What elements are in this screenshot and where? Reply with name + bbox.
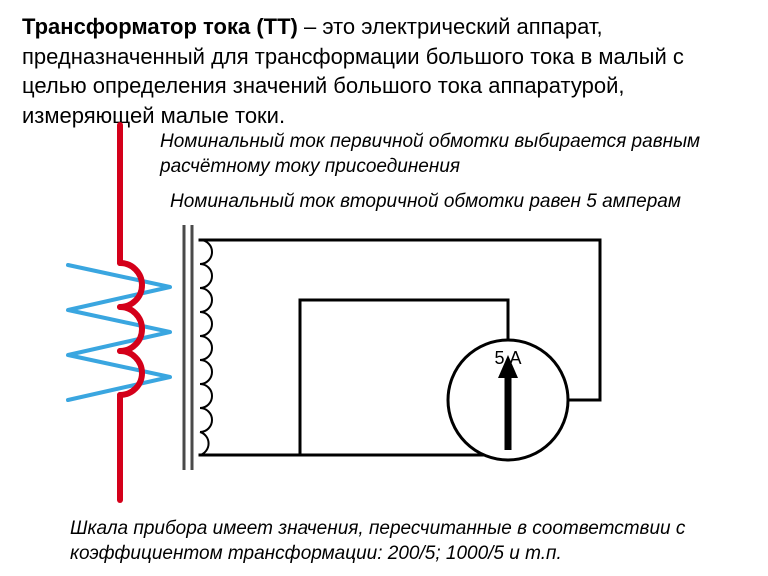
core-bars-icon: [184, 225, 192, 470]
meter-label: 5 А: [463, 348, 553, 369]
note-primary-winding: Номинальный ток первичной обмотки выбира…: [160, 130, 740, 179]
primary-conductor-icon: [120, 125, 142, 500]
title-bold: Трансформатор тока (ТТ): [22, 14, 298, 39]
page-title: Трансформатор тока (ТТ) – это электричес…: [22, 12, 746, 131]
footer-note: Шкала прибора имеет значения, пересчитан…: [70, 517, 730, 566]
secondary-spring-icon: [68, 265, 170, 400]
note-secondary-winding: Номинальный ток вторичной обмотки равен …: [170, 190, 750, 215]
secondary-coil-icon: [200, 240, 212, 455]
